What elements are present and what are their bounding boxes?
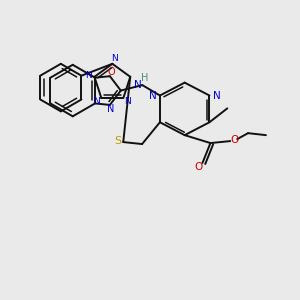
Text: N: N (93, 97, 100, 106)
Text: O: O (107, 67, 115, 77)
Text: N: N (111, 54, 118, 63)
Text: N: N (85, 71, 92, 80)
Text: N: N (149, 91, 157, 100)
Text: O: O (194, 162, 203, 172)
Text: S: S (115, 136, 122, 146)
Text: N: N (124, 97, 131, 106)
Text: H: H (141, 73, 148, 83)
Text: N: N (107, 104, 115, 114)
Text: N: N (212, 91, 220, 100)
Text: N: N (134, 80, 142, 90)
Text: O: O (230, 135, 238, 145)
